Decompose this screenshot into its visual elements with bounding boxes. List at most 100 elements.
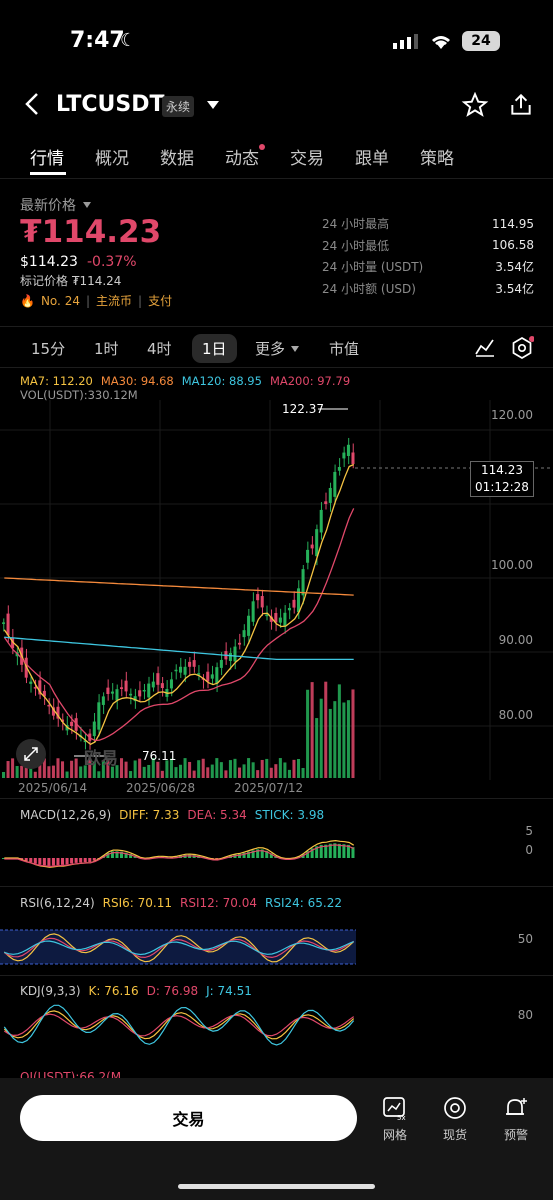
mark-price: 标记价格 ₮114.24: [20, 274, 122, 288]
stat-value: 114.95: [492, 216, 534, 231]
indicator-icon[interactable]: [474, 337, 496, 361]
candle-body: [61, 719, 65, 722]
alert-label: 预警: [503, 1128, 528, 1142]
volume-bar: [319, 698, 323, 778]
rsi-chart[interactable]: [0, 914, 553, 974]
stat-label: 24 小时量 (USDT): [322, 260, 424, 275]
macd-bar: [129, 853, 133, 858]
volume-bar: [65, 771, 69, 778]
timeframe-1d[interactable]: 1日: [192, 334, 237, 363]
candle-body: [333, 471, 337, 497]
volume-bar: [224, 770, 228, 778]
macd-bar: [61, 858, 65, 865]
mainstream-tag[interactable]: 主流币: [96, 294, 133, 308]
macd-bar: [38, 858, 42, 865]
wifi-icon: [428, 31, 454, 55]
kdj-label: KDJ(9,3,3): [20, 984, 81, 998]
macd-bar: [238, 854, 242, 858]
candle-body: [179, 666, 183, 673]
volume-bar: [6, 761, 10, 778]
tab-overview[interactable]: 概况: [95, 149, 129, 169]
candle-body: [188, 661, 192, 667]
share-icon[interactable]: [508, 92, 534, 122]
macd-bar: [333, 843, 337, 858]
volume-bar: [242, 764, 246, 778]
kdj-chart[interactable]: [0, 1000, 553, 1064]
volume-bar: [274, 764, 278, 778]
candlestick-chart[interactable]: [0, 400, 553, 780]
volume-bar: [201, 758, 205, 778]
volume-label: VOL(USDT):330.12M: [20, 388, 138, 402]
favorite-star-icon[interactable]: [461, 91, 489, 122]
macd-bar: [242, 852, 246, 858]
macd-bar: [74, 858, 78, 863]
volume-bar: [160, 770, 164, 778]
timeframe-more[interactable]: 更多: [255, 338, 300, 359]
rsi12-value: RSI12: 70.04: [180, 896, 257, 910]
timeframe-15m[interactable]: 15分: [31, 340, 66, 358]
tab-trade[interactable]: 交易: [290, 149, 324, 169]
candle-body: [256, 594, 260, 601]
candle-body: [42, 690, 46, 697]
notification-dot: [259, 144, 265, 150]
volume-bar: [192, 770, 196, 778]
price-tag-value: 114.23: [481, 463, 523, 477]
macd-bar: [306, 851, 310, 858]
candle-body: [269, 616, 273, 622]
candle-body: [56, 706, 60, 719]
volume-bar: [183, 758, 187, 778]
candle-body: [306, 549, 310, 563]
macd-bar: [351, 847, 355, 858]
grid-button[interactable]: 5x 网格: [376, 1096, 414, 1143]
candle-countdown: 01:12:28: [475, 480, 529, 494]
date-label: 2025/07/12: [234, 781, 304, 795]
rsi24-value: RSI24: 65.22: [265, 896, 342, 910]
macd-bar: [342, 844, 346, 858]
macd-bar: [24, 858, 28, 862]
candle-body: [342, 452, 346, 459]
candle-body: [6, 613, 10, 636]
alert-button[interactable]: 预警: [497, 1096, 535, 1143]
volume-bar: [47, 766, 51, 778]
trade-button[interactable]: 交易: [20, 1095, 357, 1141]
ma30-label: MA30: 94.68: [100, 374, 174, 388]
volume-bar: [97, 771, 101, 778]
symbol-dropdown-icon[interactable]: [206, 96, 220, 115]
timeframe-1h[interactable]: 1时: [94, 340, 119, 358]
tab-quotes[interactable]: 行情: [30, 149, 64, 169]
macd-bar: [92, 858, 96, 861]
macd-dea: DEA: 5.34: [187, 808, 247, 822]
payment-tag[interactable]: 支付: [148, 294, 173, 308]
volume-bar: [269, 767, 273, 778]
tab-strategy[interactable]: 策略: [420, 149, 454, 169]
volume-bar: [51, 765, 55, 778]
svg-text:5x: 5x: [397, 1114, 406, 1120]
symbol-title[interactable]: LTCUSDT: [56, 92, 165, 117]
rsi-axis-label: 50: [517, 932, 533, 946]
timeframe-4h[interactable]: 4时: [147, 340, 172, 358]
candle-body: [310, 544, 314, 549]
volume-bar: [74, 758, 78, 778]
spot-button[interactable]: 现货: [436, 1096, 474, 1143]
market-cap-tab[interactable]: 市值: [329, 340, 360, 358]
candle-body: [11, 637, 15, 649]
macd-chart[interactable]: [0, 822, 553, 884]
volume-bar: [342, 702, 346, 778]
tab-news[interactable]: 动态: [225, 144, 290, 169]
volume-bar: [256, 770, 260, 778]
grid-bot-icon: 5x: [383, 1097, 406, 1122]
tab-data[interactable]: 数据: [160, 149, 194, 169]
back-icon[interactable]: [24, 91, 40, 124]
volume-bar: [297, 759, 301, 778]
latest-price-selector[interactable]: 最新价格: [20, 195, 92, 215]
rsi-legend: RSI(6,12,24) RSI6: 70.11 RSI12: 70.04 RS…: [20, 896, 342, 910]
volume-bar: [179, 764, 183, 778]
rank-tag[interactable]: No. 24: [40, 293, 80, 308]
fullscreen-icon[interactable]: [16, 739, 46, 769]
chart-settings-icon[interactable]: [510, 336, 535, 364]
candle-body: [160, 683, 164, 689]
volume-bar: [133, 760, 137, 778]
candle-body: [138, 690, 142, 697]
tab-copy-trading[interactable]: 跟单: [355, 149, 389, 169]
battery-icon: 24: [462, 31, 500, 51]
